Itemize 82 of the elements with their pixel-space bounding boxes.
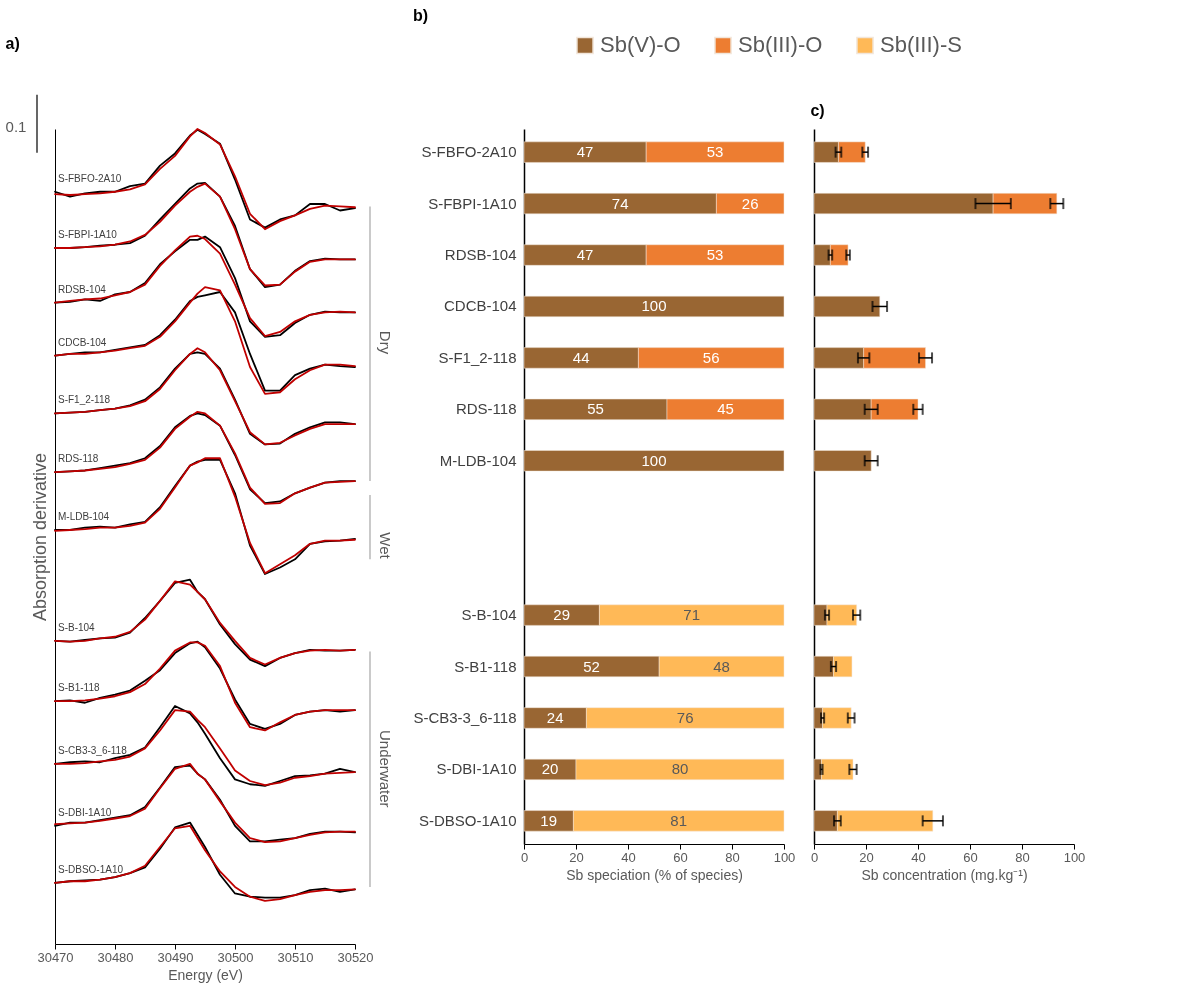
data-label: 53 [706, 246, 724, 264]
series-label: S-FBFO-2A10 [58, 172, 122, 184]
data-label: 19 [540, 811, 558, 829]
x-tick-label: 30480 [97, 949, 134, 965]
series-label: S-DBI-1A10 [58, 806, 112, 818]
x-tick-label: 60 [673, 849, 688, 865]
series-label: S-F1_2-118 [58, 394, 111, 406]
series-label: RDS-118 [58, 453, 99, 465]
bar [813, 295, 881, 317]
y-tick-label: S-FBPI-1A10 [428, 194, 517, 212]
y-tick-label: S-DBI-1A10 [436, 760, 517, 778]
bar [813, 450, 872, 472]
x-tick-label: 100 [773, 849, 796, 865]
data-label: 24 [546, 708, 564, 726]
y-tick-label: S-F1_2-118 [438, 348, 517, 366]
y-tick-label: M-LDB-104 [439, 451, 517, 469]
x-tick-label: 0 [520, 849, 529, 865]
y-tick-label: S-CB3-3_6-118 [413, 708, 517, 726]
x-tick-label: 30510 [277, 949, 314, 965]
data-label: 48 [713, 657, 730, 675]
data-label: 26 [741, 194, 759, 212]
x-tick-label: 30520 [337, 949, 374, 965]
data-label: 74 [611, 194, 629, 212]
data-label: 100 [641, 297, 667, 315]
series-label: S-CB3-3_6-118 [58, 744, 128, 756]
chart-title: c) [810, 102, 825, 119]
series-label: S-DBSO-1A10 [58, 863, 124, 875]
x-tick-label: 100 [1063, 849, 1086, 865]
text: Underwater [377, 730, 394, 808]
x-tick-label: 80 [725, 849, 740, 865]
x-axis-title: Sb speciation (% of species) [566, 866, 743, 883]
x-axis-title: Sb concentration (mg.kg⁻¹) [861, 866, 1028, 883]
series-label: S-B-104 [58, 621, 96, 633]
bar [523, 295, 785, 317]
x-tick-label: 40 [911, 849, 926, 865]
x-tick-label: 80 [1015, 849, 1030, 865]
y-tick-label: S-FBFO-2A10 [421, 143, 517, 161]
data-label: 47 [576, 246, 594, 264]
series-label: M-LDB-104 [58, 510, 110, 522]
data-label: 45 [717, 400, 734, 418]
x-axis-title: Energy (eV) [168, 966, 243, 983]
text: Dry [377, 330, 394, 355]
data-label: 76 [676, 708, 694, 726]
y-tick-label: CDCB-104 [443, 297, 517, 315]
data-label: 100 [641, 451, 667, 469]
x-tick-label: 0 [810, 849, 819, 865]
y-tick-label: S-B-104 [461, 606, 517, 624]
data-label: 20 [541, 760, 559, 778]
x-tick-label: 20 [569, 849, 584, 865]
bar [523, 450, 785, 472]
x-tick-label: 20 [859, 849, 874, 865]
data-label: 53 [706, 143, 724, 161]
series-label: CDCB-104 [58, 336, 107, 348]
legend-label: Sb(V)-O [600, 32, 681, 58]
data-label: 81 [670, 811, 688, 829]
x-tick-label: 40 [621, 849, 636, 865]
x-tick-label: 60 [963, 849, 978, 865]
y-tick-label: S-DBSO-1A10 [418, 811, 517, 829]
y-tick-label: S-B1-118 [454, 657, 517, 675]
chart-title: a) [5, 35, 20, 53]
data-label: 52 [583, 657, 600, 675]
x-tick-label: 30470 [37, 949, 74, 965]
series-label: S-FBPI-1A10 [58, 228, 118, 240]
x-tick-label: 30500 [217, 949, 254, 965]
text: 0.1 [5, 118, 27, 136]
data-label: 71 [683, 606, 701, 624]
data-label: 44 [572, 348, 590, 366]
legend-label: Sb(III)-O [738, 32, 823, 58]
data-label: 55 [587, 400, 604, 418]
y-tick-label: RDSB-104 [444, 246, 517, 264]
data-label: 29 [553, 606, 571, 624]
y-tick-label: RDS-118 [455, 400, 517, 418]
legend-label: Sb(III)-S [880, 32, 962, 58]
y-axis-title: Absorption derivative [29, 452, 50, 622]
series-label: RDSB-104 [58, 283, 107, 295]
data-label: 80 [671, 760, 689, 778]
x-tick-label: 30490 [157, 949, 194, 965]
series-label: S-B1-118 [58, 682, 100, 694]
data-label: 47 [576, 143, 594, 161]
chart-title: b) [412, 7, 428, 24]
text: Wet [377, 532, 394, 560]
data-label: 56 [702, 348, 720, 366]
